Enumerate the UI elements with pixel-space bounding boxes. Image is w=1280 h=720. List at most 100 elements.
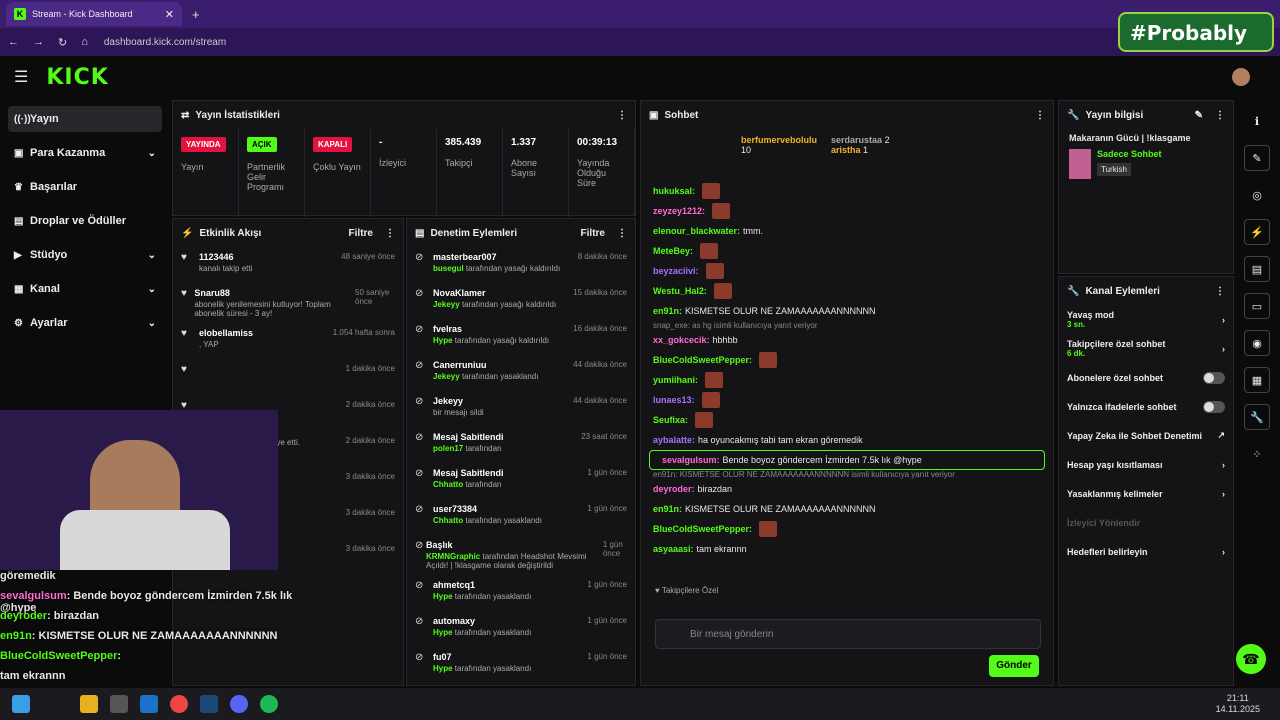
channel-action[interactable]: Hesap yaşı kısıtlaması › [1059,450,1233,479]
more-icon[interactable]: ⋮ [1215,285,1225,297]
more-icon[interactable]: ⋮ [617,109,627,121]
dots-icon[interactable]: ⁘ [1252,448,1262,461]
steam-icon[interactable] [200,695,218,713]
activity-filter[interactable]: Filtre [348,227,373,239]
moderator-name[interactable]: polen17 [433,444,464,453]
moderation-name[interactable]: Mesaj Sabitlendi [433,432,504,442]
menu-icon[interactable]: ☰ [14,69,29,86]
moderation-name[interactable]: Başlık [426,540,453,550]
broadcast-icon[interactable]: ◉ [1244,330,1270,356]
moderator-name[interactable]: KRMNGraphic [426,552,481,561]
moderation-name[interactable]: masterbear007 [433,252,497,262]
moderator-name[interactable]: Jekeyy [433,372,460,381]
document-icon[interactable]: ▤ [1244,256,1270,282]
chat-username[interactable]: zeyzey1212: [653,206,706,216]
browser-tab[interactable]: K Stream - Kick Dashboard ✕ [6,2,182,26]
store-icon[interactable] [110,695,128,713]
moderation-name[interactable]: Jekeyy [433,396,464,406]
chat-username[interactable]: BlueColdSweetPepper: [653,524,753,534]
more-icon[interactable]: ⋮ [1035,109,1045,121]
sidebar-item[interactable]: ((·)) Yayın [8,106,162,132]
channel-action[interactable]: Takipçilere özel sohbet 6 dk. › [1059,334,1233,363]
more-icon[interactable]: ⋮ [385,227,395,239]
moderator-name[interactable]: Jekeyy [433,300,460,309]
chat-username[interactable]: beyzaciivi: [653,266,699,276]
sidebar-item[interactable]: ▦ Kanal ⌄ [8,276,162,302]
close-tab-icon[interactable]: ✕ [164,8,174,21]
chrome-icon[interactable] [170,695,188,713]
home-icon[interactable]: ⌂ [81,36,88,48]
moderation-name[interactable]: NovaKlamer [433,288,486,298]
more-icon[interactable]: ⋮ [1215,109,1225,121]
channel-action[interactable]: Yasaklanmış kelimeler › [1059,479,1233,508]
address-bar[interactable]: dashboard.kick.com/stream [103,36,227,48]
activity-name[interactable]: Snaru88 [194,288,230,298]
activity-name[interactable]: elobellamiss [199,328,254,338]
bolt-icon[interactable]: ⚡ [1244,219,1270,245]
moderator-name[interactable]: Hype [433,336,453,345]
new-tab-icon[interactable]: + [192,6,200,22]
activity-name[interactable]: 1123446 [199,252,234,262]
start-icon[interactable] [12,695,30,713]
moderation-name[interactable]: automaxy [433,616,476,626]
chevron-right-icon[interactable]: › [1222,314,1225,325]
chevron-right-icon[interactable]: › [1222,546,1225,557]
moderation-filter[interactable]: Filtre [580,227,605,239]
discord-icon[interactable] [230,695,248,713]
moderator-name[interactable]: Hype [433,628,453,637]
channel-action[interactable]: Yavaş mod 3 sn. › [1059,305,1233,334]
top-gifter-3[interactable]: aristha [831,145,861,155]
chat-username[interactable]: en91n: [653,504,683,514]
top-gifter-1[interactable]: berfumervebolulu [741,135,818,145]
sidebar-item[interactable]: ♛ Başarılar [8,174,162,200]
chevron-down-icon[interactable]: ⌄ [147,283,156,295]
chevron-right-icon[interactable]: › [1222,343,1225,354]
layout-icon[interactable]: ▦ [1244,367,1270,393]
chevron-down-icon[interactable]: ⌄ [147,249,156,261]
wrench-icon[interactable]: 🔧 [1244,404,1270,430]
chevron-down-icon[interactable]: ⌄ [147,147,156,159]
channel-action[interactable]: Hedefleri belirleyin › [1059,537,1233,566]
moderator-name[interactable]: Hype [433,592,453,601]
moderation-name[interactable]: user73384 [433,504,478,514]
moderator-name[interactable]: Chhatto [433,480,464,489]
chat-username[interactable]: MeteBey: [653,246,694,256]
chat-username[interactable]: deyroder: [653,484,695,494]
edit-icon[interactable]: ✎ [1194,109,1203,121]
outlook-icon[interactable] [140,695,158,713]
moderation-name[interactable]: Mesaj Sabitlendi [433,468,504,478]
sidebar-item[interactable]: ▣ Para Kazanma ⌄ [8,140,162,166]
chat-username[interactable]: xx_gokcecik: [653,335,710,345]
channel-action[interactable]: Abonelere özel sohbet [1059,363,1233,392]
more-icon[interactable]: ⋮ [617,227,627,239]
chat-username[interactable]: Seufixa: [653,415,689,425]
chevron-right-icon[interactable]: › [1222,488,1225,499]
pen-icon[interactable]: ✎ [1244,145,1270,171]
chat-username[interactable]: BlueColdSweetPepper: [653,355,753,365]
sidebar-item[interactable]: ▤ Droplar ve Ödüller [8,208,162,234]
user-avatar[interactable] [1232,68,1250,86]
focus-icon[interactable]: ◎ [1252,189,1262,202]
chevron-down-icon[interactable]: ⌄ [147,317,156,329]
chat-username[interactable]: yumiihani: [653,375,699,385]
chat-username[interactable]: aybalatte: [653,435,696,445]
chat-username[interactable]: en91n: [653,306,683,316]
info-icon[interactable]: ℹ [1254,115,1260,128]
chat-icon[interactable]: ▭ [1244,293,1270,319]
toggle-switch[interactable] [1203,371,1225,384]
chat-username[interactable]: elenour_blackwater: [653,226,741,236]
moderation-name[interactable]: ahmetcq1 [433,580,476,590]
moderation-name[interactable]: fvelras [433,324,463,334]
top-gifter-2[interactable]: serdarustaa [831,135,883,145]
send-button[interactable]: Gönder [989,655,1039,677]
external-link-icon[interactable]: ↗ [1217,430,1225,440]
kick-logo[interactable]: KICK [46,64,109,90]
spotify-icon[interactable] [260,695,278,713]
clock[interactable]: 21:11 14.11.2025 [1216,693,1260,715]
chat-username[interactable]: Westu_Hal2: [653,286,707,296]
reload-icon[interactable]: ↻ [58,36,68,49]
channel-action[interactable]: Yalnızca ifadelerle sohbet [1059,392,1233,421]
chat-username[interactable]: lunaes13: [653,395,695,405]
forward-icon[interactable]: → [33,36,44,48]
moderation-name[interactable]: fu07 [433,652,452,662]
